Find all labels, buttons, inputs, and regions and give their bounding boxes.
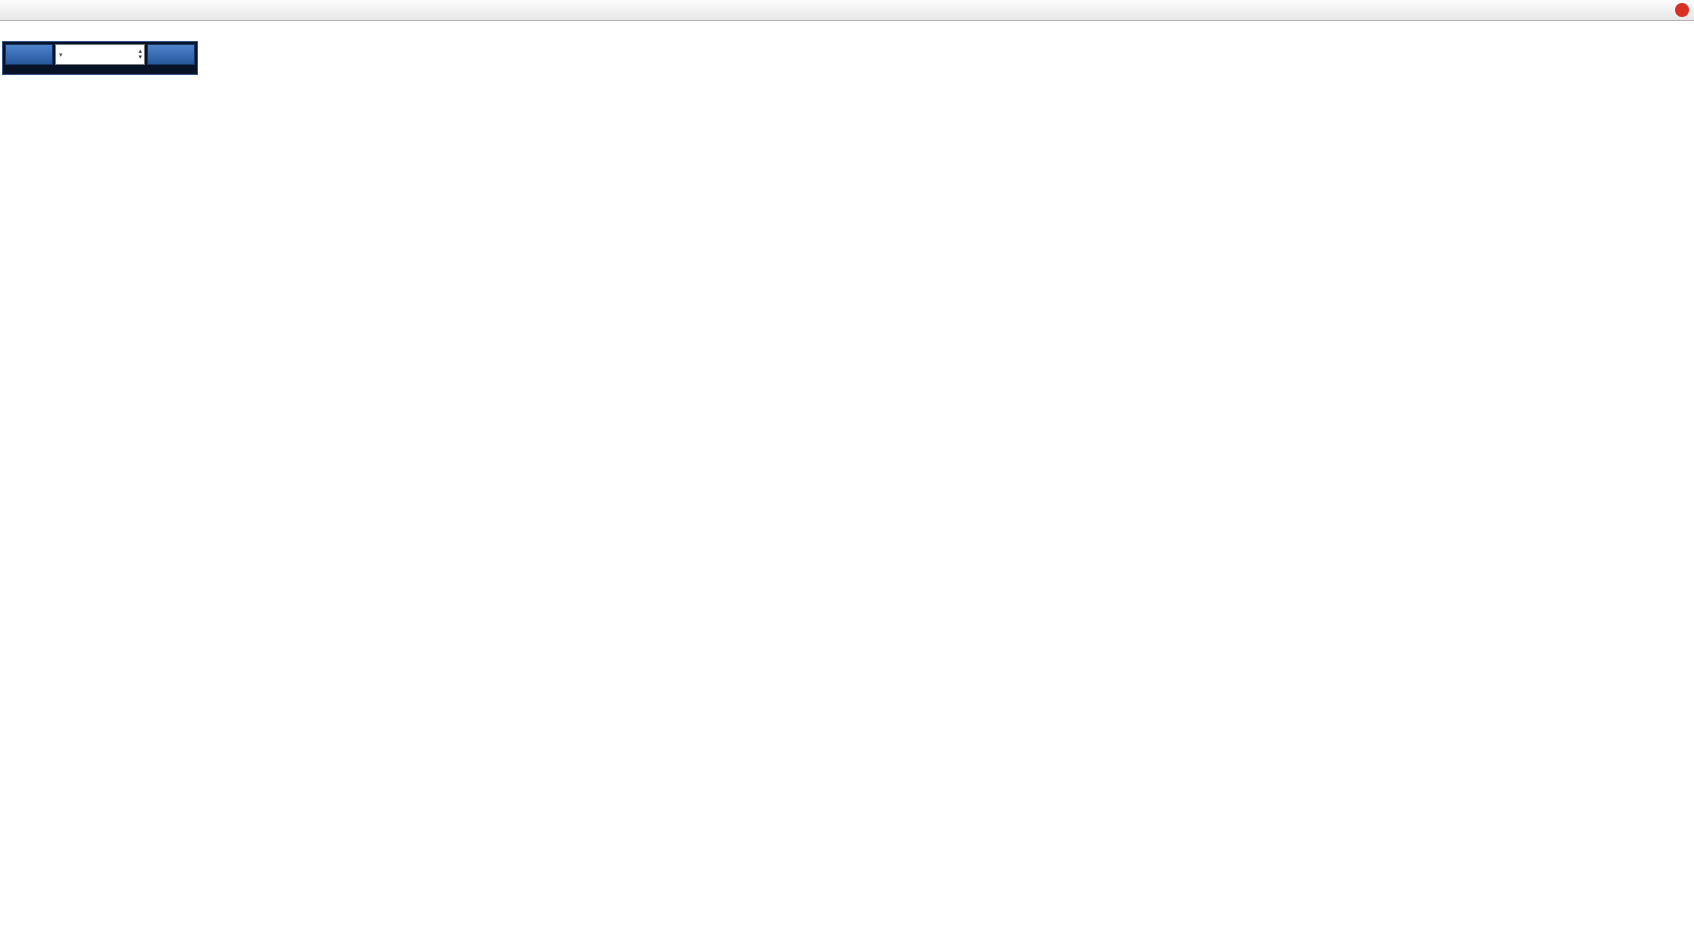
buy-button[interactable] bbox=[147, 44, 195, 65]
rsi-indicator-header bbox=[3, 700, 9, 712]
one-click-trading-panel: ▾ ▴ ▾ bbox=[2, 41, 198, 75]
volume-input[interactable]: ▾ ▴ ▾ bbox=[55, 44, 145, 65]
volume-down-button[interactable]: ▾ bbox=[138, 53, 142, 61]
notification-badge[interactable] bbox=[1675, 3, 1689, 17]
volume-up-button[interactable]: ▴ bbox=[138, 47, 142, 55]
macd-indicator-header bbox=[3, 540, 15, 552]
chart-title bbox=[8, 29, 16, 41]
sell-price-display bbox=[10, 68, 13, 70]
main-toolbar bbox=[0, 0, 1694, 21]
buy-price-display bbox=[187, 68, 190, 70]
sell-button[interactable] bbox=[5, 44, 53, 65]
volume-dropdown-icon[interactable]: ▾ bbox=[59, 51, 63, 59]
